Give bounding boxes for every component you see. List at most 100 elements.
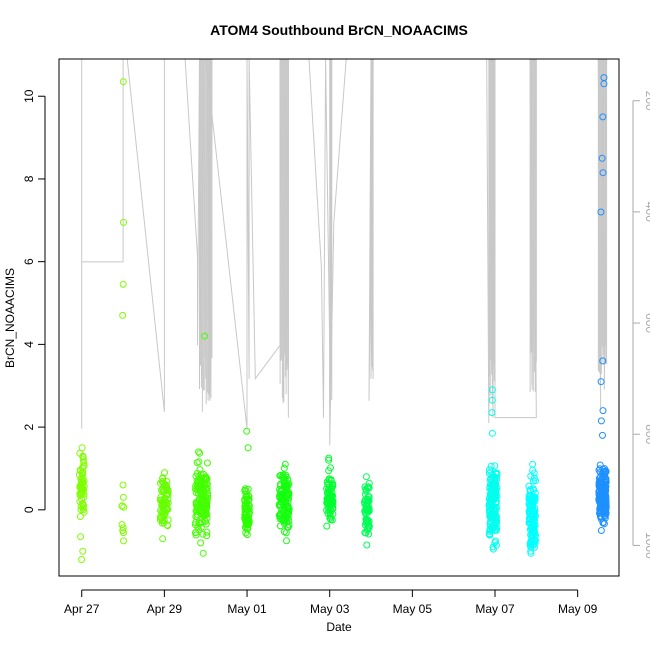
data-point: [487, 490, 495, 498]
data-point: [197, 471, 205, 478]
data-point: [528, 533, 536, 541]
data-point: [363, 541, 371, 549]
data-point: [491, 462, 499, 470]
data-point: [529, 460, 537, 468]
data-point: [77, 502, 85, 510]
plot-frame: [58, 58, 620, 577]
data-point: [528, 498, 536, 506]
data-point: [597, 527, 605, 534]
data-point: [162, 481, 170, 489]
data-point: [192, 499, 200, 507]
data-point: [79, 547, 87, 555]
data-point: [200, 499, 208, 507]
data-point: [275, 511, 283, 519]
data-point: [325, 485, 333, 493]
data-point: [79, 500, 87, 508]
data-points: [75, 74, 610, 563]
data-point: [595, 466, 603, 474]
data-point: [364, 492, 372, 500]
data-point: [164, 495, 172, 503]
data-point: [600, 490, 608, 498]
data-point: [195, 448, 202, 456]
data-point: [202, 505, 210, 513]
data-point: [525, 482, 533, 490]
data-point: [243, 531, 251, 539]
data-point: [492, 511, 500, 519]
data-point: [485, 466, 493, 474]
data-point: [328, 494, 336, 501]
data-point: [279, 471, 287, 479]
data-point: [199, 530, 207, 538]
data-point: [243, 525, 251, 533]
data-point: [492, 526, 500, 534]
data-point: [597, 479, 605, 487]
data-point: [119, 311, 127, 319]
data-point: [326, 514, 334, 522]
data-point: [199, 549, 207, 557]
data-point: [78, 444, 86, 452]
data-point: [281, 499, 289, 507]
data-point: [323, 522, 331, 530]
data-point: [597, 476, 605, 483]
data-point: [361, 500, 369, 508]
data-point: [285, 480, 293, 488]
data-point: [78, 481, 86, 489]
data-point: [241, 500, 249, 508]
data-point: [282, 529, 290, 537]
data-point: [79, 452, 87, 460]
data-point: [283, 537, 290, 545]
data-point: [365, 517, 373, 525]
data-point: [361, 507, 369, 515]
data-point: [276, 522, 284, 530]
data-point: [78, 556, 86, 563]
data-point: [364, 495, 372, 503]
right-tick-label: 1000: [643, 532, 650, 559]
data-point: [197, 506, 205, 514]
data-point: [527, 547, 535, 555]
data-point: [285, 489, 293, 497]
right-tick-label: 400: [643, 202, 650, 222]
data-point: [530, 474, 538, 482]
data-point: [600, 80, 608, 88]
data-point: [77, 533, 85, 541]
data-point: [80, 508, 88, 516]
data-point: [327, 464, 334, 472]
data-point: [601, 513, 609, 520]
data-point: [76, 513, 84, 520]
data-point: [120, 537, 127, 545]
data-point: [79, 468, 87, 476]
x-tick-label: May 09: [558, 602, 598, 616]
data-point: [191, 529, 199, 537]
data-point: [488, 476, 496, 484]
y-axis-label: BrCN_NOAACIMS: [3, 268, 17, 368]
data-point: [191, 521, 199, 529]
data-point: [526, 497, 534, 504]
y-tick-label: 8: [22, 175, 36, 182]
data-point: [200, 484, 208, 492]
data-point: [241, 514, 249, 522]
data-point: [203, 528, 211, 536]
data-point: [486, 505, 494, 513]
data-point: [278, 490, 286, 498]
data-point: [78, 495, 86, 503]
data-point: [196, 449, 204, 457]
data-point: [244, 444, 252, 452]
data-point: [364, 502, 372, 510]
data-point: [79, 475, 87, 483]
data-point: [161, 469, 168, 477]
data-point: [157, 506, 165, 514]
data-point: [362, 529, 370, 537]
data-point: [601, 510, 609, 518]
data-point: [325, 505, 333, 512]
data-point: [526, 486, 534, 494]
data-point: [362, 485, 370, 493]
y-tick-label: 4: [22, 341, 36, 348]
data-point: [285, 504, 292, 512]
data-point: [489, 492, 497, 500]
y-axis: 0 2 4 6 8 10: [22, 89, 46, 513]
data-point: [487, 522, 494, 530]
data-point: [119, 493, 127, 501]
data-point: [527, 540, 535, 548]
data-point: [201, 332, 209, 340]
data-point: [493, 504, 501, 512]
